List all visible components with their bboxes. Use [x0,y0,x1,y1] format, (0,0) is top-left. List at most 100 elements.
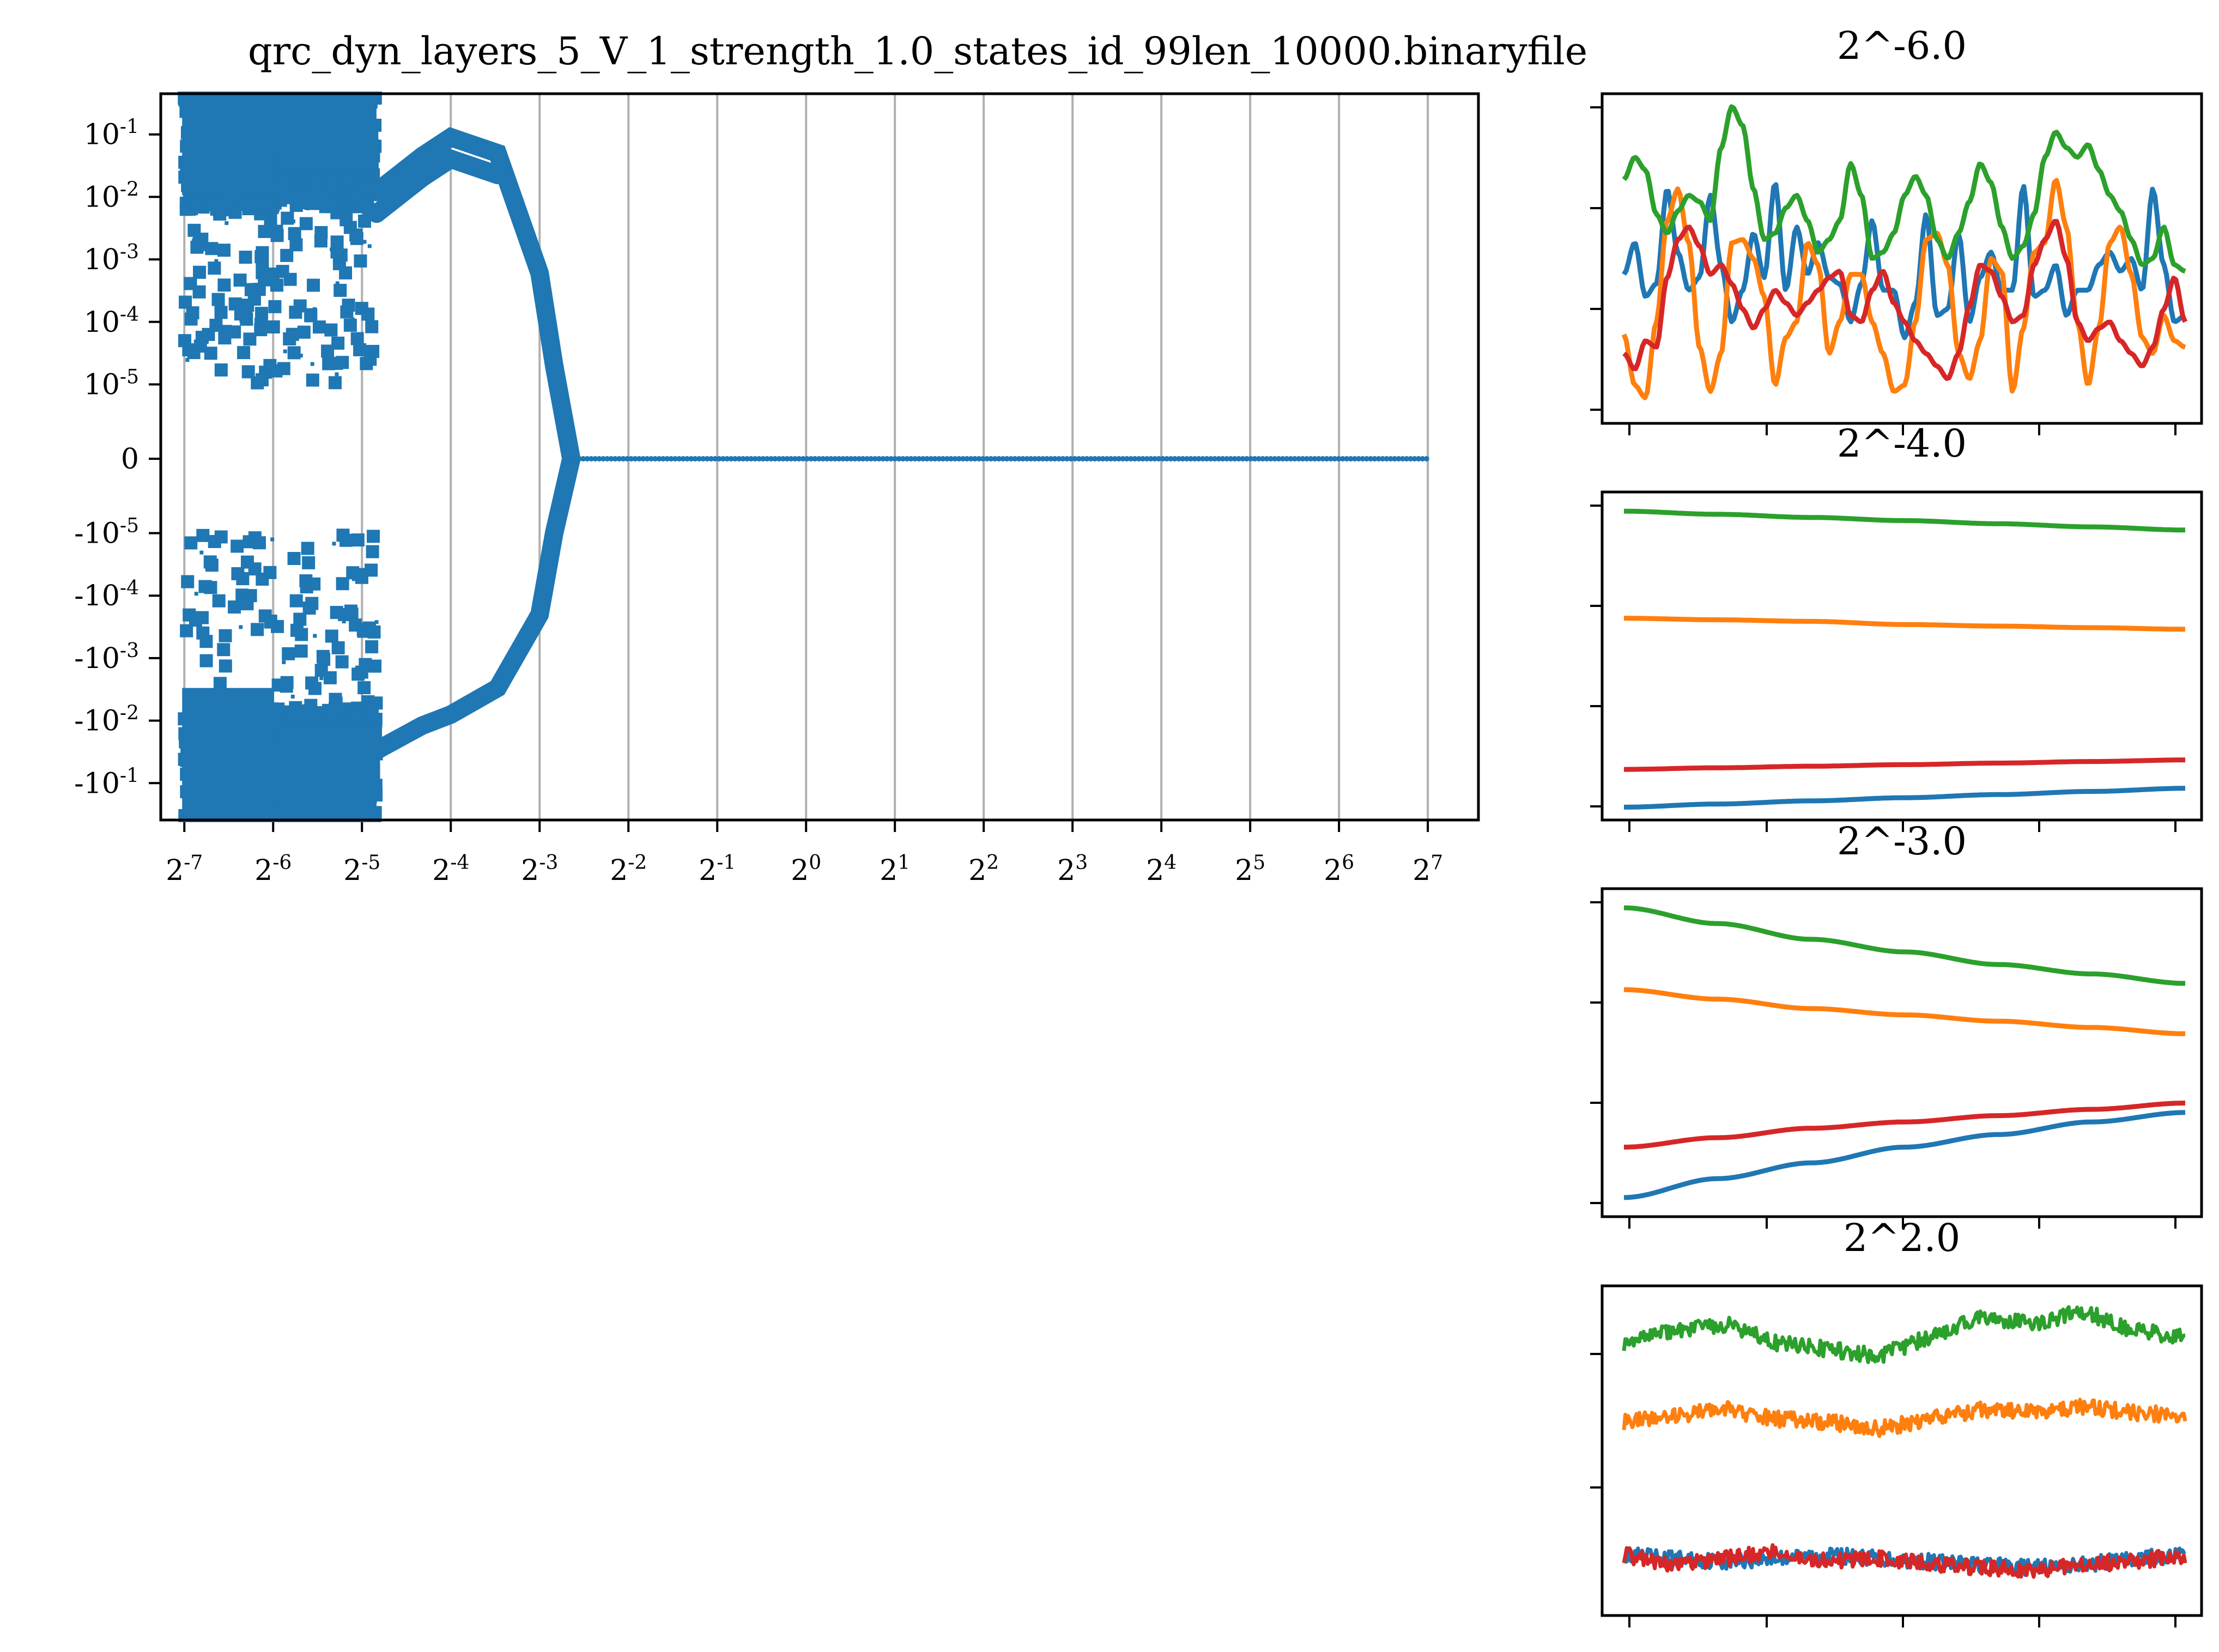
scatter-point [259,233,263,237]
chaotic-band-upper [182,97,274,196]
scatter-point [252,536,266,550]
scatter-point [872,456,878,461]
scatter-point [268,300,282,313]
y-tick-label: -10-1 [74,764,139,800]
panel-title: 2^2.0 [1844,1216,1961,1260]
scatter-point [202,660,207,664]
fixed-point-series [568,456,1429,461]
scatter-point [195,208,199,212]
x-tick-label: 25 [1235,852,1265,888]
x-tick-label: 2-1 [699,852,736,888]
scatter-point [297,325,311,339]
bifurcation-upper-branch-inner [367,148,507,223]
scatter-point [181,575,195,588]
scatter-point [307,577,321,591]
scatter-point [1324,456,1330,461]
scatter-point [184,277,197,290]
scatter-point [780,456,786,461]
bifurcation-upper-branch [367,127,581,468]
scatter-point [940,456,946,461]
scatter-point [764,456,770,461]
scatter-point [1196,456,1202,461]
scatter-point [1260,456,1266,461]
scatter-point [350,317,355,321]
scatter-point [203,555,217,569]
scatter-point [287,346,301,360]
scatter-point [584,456,590,461]
series-line [1621,178,2186,400]
scatter-point [1092,456,1098,461]
scatter-point [266,320,280,333]
scatter-point [816,456,822,461]
scatter-point [302,556,316,569]
scatter-point [1272,456,1278,461]
scatter-point [704,456,710,461]
scatter-point [664,456,670,461]
scatter-point [193,265,207,279]
scatter-point [984,456,990,461]
y-tick-label: 10-3 [84,241,139,277]
scatter-point [328,376,342,390]
scatter-point [884,456,890,461]
scatter-point [1084,456,1090,461]
series-line [1623,786,2186,810]
scatter-point [976,456,982,461]
scatter-point [608,456,614,461]
y-tick-label: -10-4 [74,577,139,613]
scatter-point [264,212,277,226]
scatter-point [600,456,606,461]
scatter-point [1411,456,1417,461]
scatter-point [1420,456,1426,461]
scatter-point [988,456,994,461]
scatter-point [199,635,213,648]
scatter-point [241,365,255,379]
scatter-point [1052,456,1058,461]
scatter-point [365,320,379,333]
scatter-point [1320,456,1326,461]
scatter-point [900,456,906,461]
scatter-point [342,620,346,624]
scatter-point [1268,456,1274,461]
scatter-point [194,592,198,596]
scatter-points [178,92,1429,822]
scatter-point [325,629,338,643]
scatter-point [692,456,698,461]
scatter-point [251,376,264,390]
scatter-point [1192,456,1198,461]
scatter-point [1168,456,1174,461]
scatter-point [272,180,286,193]
scatter-point [291,219,295,223]
scatter-point [864,456,870,461]
scatter-point [1276,456,1282,461]
scatter-point [1212,456,1218,461]
scatter-point [1264,456,1270,461]
scatter-point [1112,456,1118,461]
scatter-point [324,323,338,337]
scatter-point [330,606,343,620]
panel-frame [1600,490,2203,822]
scatter-point [1076,456,1082,461]
chaotic-band-lower [182,688,274,817]
scatter-point [1339,456,1345,461]
scatter-point [1032,456,1038,461]
y-tick-label: -10-5 [74,514,139,550]
scatter-point [282,647,295,660]
scatter-point [184,536,198,550]
scatter-point [1363,456,1369,461]
scatter-point [972,456,978,461]
series-line [1623,987,2186,1036]
scatter-point [784,456,790,461]
scatter-point [214,259,219,263]
series-line [1623,757,2186,772]
scatter-point [1423,456,1429,461]
series-line [1622,182,2186,341]
scatter-point [217,244,231,257]
scatter-point [712,456,718,461]
scatter-point [263,359,277,372]
scatter-point [1136,456,1142,461]
scatter-point [214,363,228,377]
scatter-point [1164,456,1170,461]
scatter-point [236,572,250,586]
series-line [1622,104,2186,274]
scatter-point [289,238,303,252]
